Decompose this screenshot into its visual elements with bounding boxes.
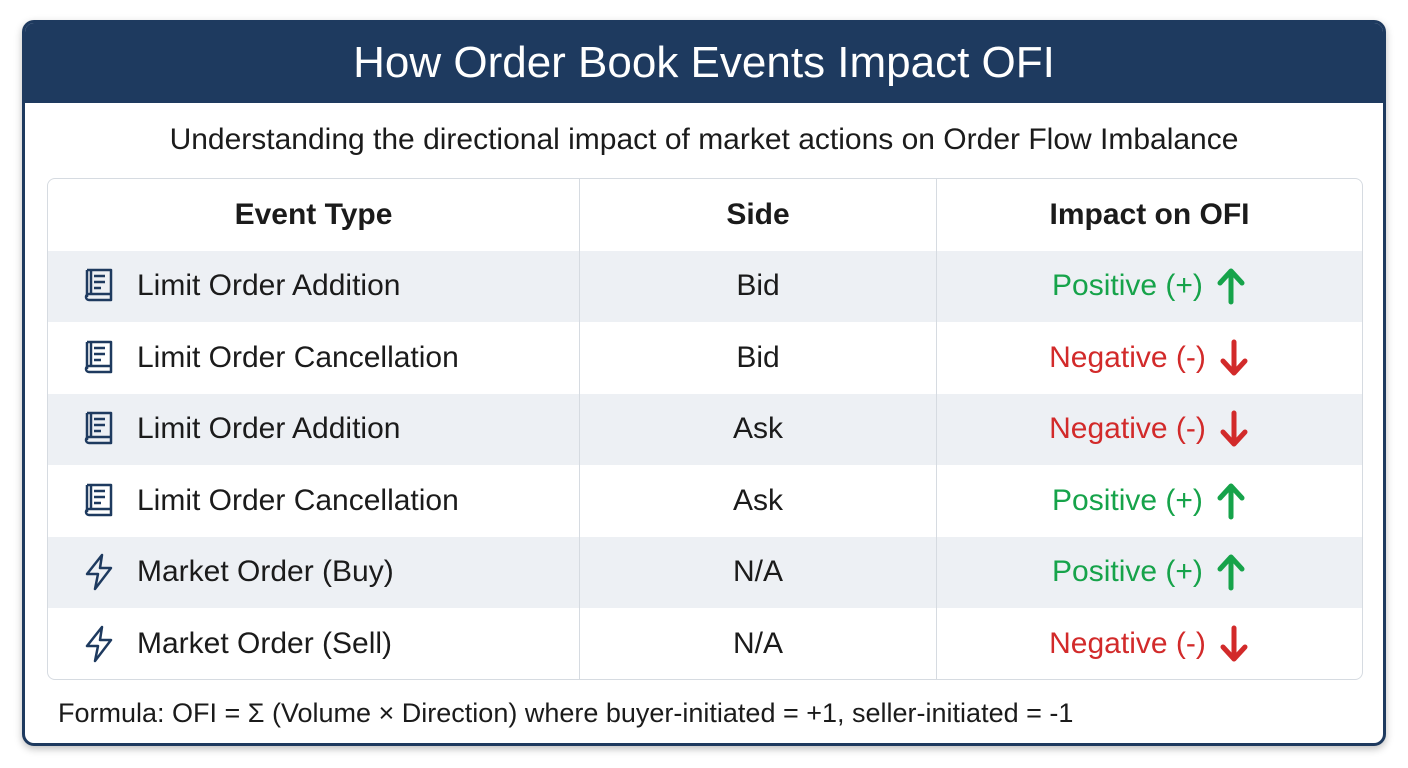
event-icon <box>84 269 113 302</box>
side: N/A <box>579 608 936 679</box>
impact: Negative (-) <box>1049 340 1206 374</box>
side: Bid <box>579 250 936 322</box>
side: Bid <box>579 322 936 394</box>
event-type: Limit Order Cancellation <box>137 483 459 517</box>
impact-arrow <box>1218 409 1250 449</box>
event-type: Market Order (Buy) <box>137 555 394 589</box>
title: How Order Book Events Impact OFI <box>25 23 1383 103</box>
formula: Formula: OFI = Σ (Volume × Direction) wh… <box>58 698 1074 728</box>
event-cell: Market Order (Buy) <box>48 537 579 609</box>
impact-arrow <box>1218 338 1250 378</box>
impact: Negative (-) <box>1049 412 1206 446</box>
card: How Order Book Events Impact OFI Underst… <box>22 20 1386 746</box>
side: Ask <box>579 465 936 537</box>
column-header: Event Type <box>234 197 393 231</box>
impact-arrow <box>1218 624 1250 664</box>
table-row: Limit Order Addition Bid Positive (+) <box>48 250 1362 323</box>
table-body: Limit Order Addition Bid Positive (+) Limit… <box>48 250 1362 679</box>
table: Event Type Side Impact on OFI Limit Orde… <box>47 178 1363 680</box>
table-row: Limit Order Addition Ask Negative (-) <box>48 393 1362 466</box>
column-header: Impact on OFI <box>936 179 1362 251</box>
event-cell: Limit Order Addition <box>48 394 579 466</box>
side: N/A <box>579 536 936 608</box>
table-row: Market Order (Sell) N/A Negative (-) <box>48 608 1362 679</box>
header-row: Event Type Side Impact on OFI <box>48 179 1362 251</box>
impact-cell: Positive (+) <box>936 250 1362 322</box>
subtitle: Understanding the directional impact of … <box>169 123 1239 156</box>
impact-cell: Negative (-) <box>936 393 1362 465</box>
event-type: Limit Order Cancellation <box>137 340 459 374</box>
impact-cell: Negative (-) <box>936 322 1362 394</box>
event-type: Market Order (Sell) <box>137 626 393 660</box>
impact-cell: Positive (+) <box>936 465 1362 537</box>
table-row: Limit Order Cancellation Bid Negative (-) <box>48 322 1362 394</box>
table-row: Market Order (Buy) N/A Positive (+) <box>48 536 1362 609</box>
impact-arrow <box>1215 552 1247 592</box>
event-icon <box>85 554 113 591</box>
impact-arrow <box>1215 266 1247 306</box>
column-header: Side <box>579 179 936 251</box>
table-row: Limit Order Cancellation Ask Positive (+) <box>48 465 1362 537</box>
event-type: Limit Order Addition <box>137 412 401 446</box>
impact: Positive (+) <box>1052 269 1203 303</box>
impact: Positive (+) <box>1052 483 1203 517</box>
impact-cell: Negative (-) <box>936 608 1362 679</box>
impact: Negative (-) <box>1049 626 1206 660</box>
event-icon <box>84 483 113 516</box>
event-cell: Limit Order Addition <box>48 251 579 323</box>
impact: Positive (+) <box>1052 555 1203 589</box>
impact-cell: Positive (+) <box>936 536 1362 608</box>
side: Ask <box>579 393 936 465</box>
event-cell: Limit Order Cancellation <box>48 465 579 537</box>
event-type: Limit Order Addition <box>137 269 401 303</box>
event-cell: Limit Order Cancellation <box>48 322 579 394</box>
event-icon <box>85 625 113 662</box>
impact-arrow <box>1215 481 1247 521</box>
event-icon <box>84 340 113 373</box>
event-icon <box>84 412 113 445</box>
event-cell: Market Order (Sell) <box>48 608 579 679</box>
